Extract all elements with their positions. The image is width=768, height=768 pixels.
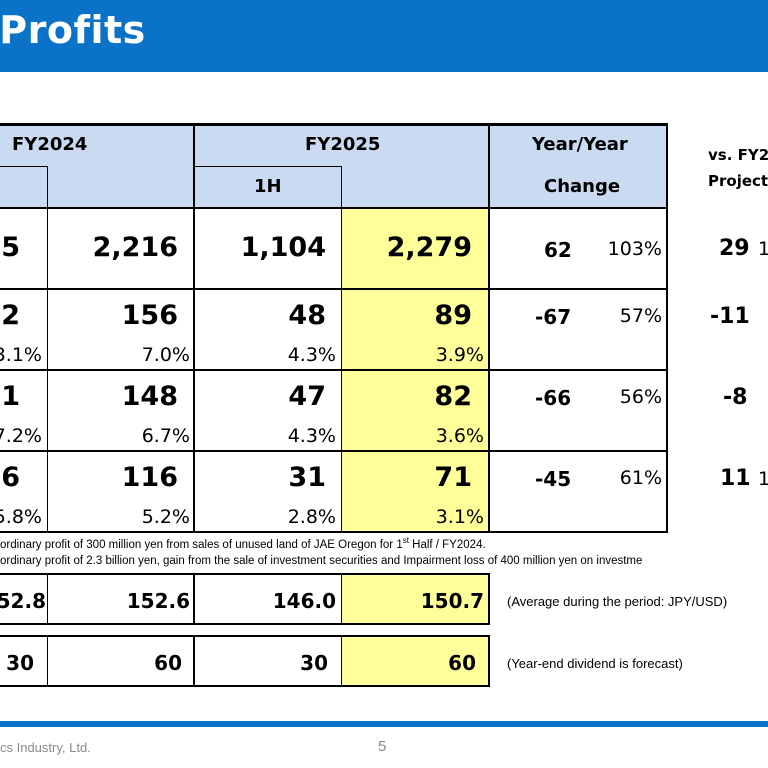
footer-bar <box>0 721 768 727</box>
row4-a-pct: 5.8% <box>0 506 42 528</box>
dividend-border-bottom <box>0 685 490 687</box>
footer-company: cs Industry, Ltd. <box>0 740 91 755</box>
header-1h: 1H <box>254 176 282 197</box>
row3-b: 148 <box>121 381 178 412</box>
dividend-col-d <box>488 636 490 686</box>
row1-b: 2,216 <box>92 232 178 263</box>
table-border-bottom <box>0 531 668 533</box>
exchange-note: (Average during the period: JPY/USD) <box>507 594 728 609</box>
row4-d: 71 <box>434 462 472 493</box>
exchange-b: 152.6 <box>126 589 190 613</box>
dividend-col-a <box>47 636 48 686</box>
title-banner <box>0 0 768 72</box>
row4-vs: 11 <box>720 466 751 491</box>
row1-c: 1,104 <box>240 232 326 263</box>
row3-a: 81 <box>0 381 20 412</box>
col-divider-fy <box>193 124 195 532</box>
footnote-2: ordinary profit of 2.3 billion yen, gain… <box>0 555 643 567</box>
col-divider-a <box>47 166 48 532</box>
header-sub-divider <box>194 166 342 167</box>
header-sub-divider-left <box>0 166 47 167</box>
row1-d: 2,279 <box>386 232 472 263</box>
header-yoy-line1: Year/Year <box>532 134 628 155</box>
row3-c: 47 <box>288 381 326 412</box>
row-divider-1 <box>0 288 668 290</box>
row2-vs: -11 <box>710 304 750 329</box>
exchange-border-bottom <box>0 623 490 625</box>
row1-change-pct: 103% <box>607 238 662 260</box>
exchange-col-a <box>47 574 48 624</box>
row-divider-3 <box>0 450 668 452</box>
row3-change: -66 <box>535 386 572 410</box>
dividend-highlight <box>342 636 489 686</box>
exchange-border-top <box>0 573 490 575</box>
row4-c-pct: 2.8% <box>287 506 336 528</box>
header-vs-line2: Projectio <box>708 172 768 190</box>
row2-d-pct: 3.9% <box>435 344 484 366</box>
exchange-col-d <box>488 574 490 624</box>
row1-a: 35 <box>0 232 20 263</box>
dividend-b: 60 <box>154 651 182 675</box>
row2-c: 48 <box>288 300 326 331</box>
row2-c-pct: 4.3% <box>287 344 336 366</box>
row1-vs: 29 <box>719 236 750 261</box>
row3-b-pct: 6.7% <box>141 425 190 447</box>
row2-a-pct: 3.1% <box>0 344 42 366</box>
row2-change-pct: 57% <box>619 305 662 327</box>
dividend-c: 30 <box>300 651 328 675</box>
col-divider-yoy <box>488 124 490 532</box>
table-border-top <box>0 123 668 126</box>
row2-b-pct: 7.0% <box>141 344 190 366</box>
dividend-col-b <box>193 636 195 686</box>
row-divider-2 <box>0 369 668 371</box>
exchange-c: 146.0 <box>272 589 336 613</box>
row4-d-pct: 3.1% <box>435 506 484 528</box>
exchange-a: 52.8 <box>0 589 46 613</box>
dividend-d: 60 <box>448 651 476 675</box>
header-vs-line1: vs. FY20 <box>708 146 768 164</box>
header-yoy-fill <box>489 124 667 208</box>
row4-change-pct: 61% <box>619 467 662 489</box>
dividend-note: (Year-end dividend is forecast) <box>507 656 683 671</box>
header-bottom-rule <box>0 207 668 209</box>
exchange-col-b <box>193 574 195 624</box>
row4-a: 66 <box>0 462 20 493</box>
page-number: 5 <box>378 738 387 755</box>
dividend-col-c <box>341 636 342 686</box>
row2-a: 92 <box>0 300 20 331</box>
col-divider-right <box>666 124 668 532</box>
dividend-border-top <box>0 635 490 637</box>
exchange-col-c <box>341 574 342 624</box>
row3-a-pct: 7.2% <box>0 425 42 447</box>
row3-vs: -8 <box>723 385 748 410</box>
dividend-a: 30 <box>6 651 34 675</box>
row3-c-pct: 4.3% <box>287 425 336 447</box>
row4-b-pct: 5.2% <box>141 506 190 528</box>
header-fy2024: FY2024 <box>12 134 88 155</box>
row1-change: 62 <box>544 238 572 262</box>
row4-vs-extra: 1 <box>758 468 768 490</box>
row2-b: 156 <box>121 300 178 331</box>
row4-c: 31 <box>288 462 326 493</box>
page-title: l Profits <box>0 8 146 52</box>
header-fy2025: FY2025 <box>305 134 381 155</box>
header-yoy-line2: Change <box>544 176 621 197</box>
header-sub-fill <box>0 166 47 208</box>
row3-change-pct: 56% <box>619 386 662 408</box>
row2-d: 89 <box>434 300 472 331</box>
col-divider-c <box>341 166 342 532</box>
row2-change: -67 <box>535 305 572 329</box>
row3-d: 82 <box>434 381 472 412</box>
row3-d-pct: 3.6% <box>435 425 484 447</box>
row4-b: 116 <box>121 462 178 493</box>
row1-vs-extra: 1 <box>758 238 768 260</box>
footnote-1: ordinary profit of 300 million yen from … <box>0 536 486 551</box>
exchange-d: 150.7 <box>420 589 484 613</box>
exchange-highlight <box>342 574 489 624</box>
row4-change: -45 <box>535 467 572 491</box>
